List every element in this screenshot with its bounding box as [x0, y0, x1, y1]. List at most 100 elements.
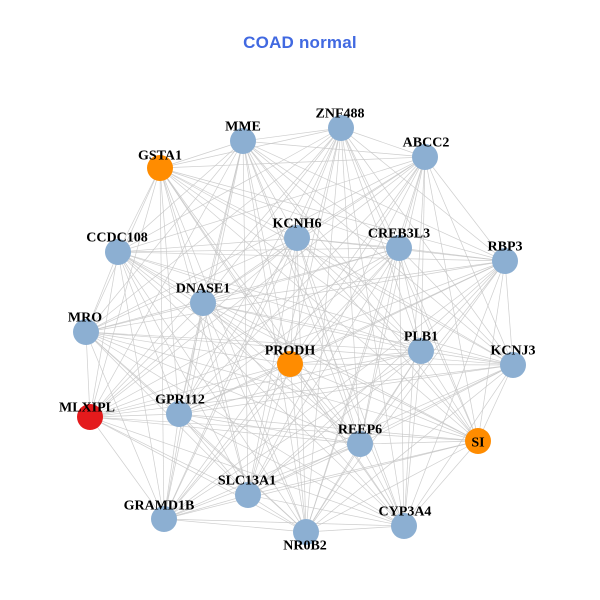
- edge: [159, 167, 479, 442]
- edge: [117, 156, 426, 253]
- edge: [247, 364, 514, 496]
- node-label-prodh: PRODH: [265, 344, 316, 359]
- node-label-si: SI: [471, 436, 484, 451]
- edge: [159, 167, 291, 365]
- node-gpr112: [166, 401, 192, 427]
- edge: [163, 363, 291, 520]
- edge: [117, 251, 249, 496]
- node-label-abcc2: ABCC2: [403, 136, 450, 151]
- edge: [159, 167, 298, 239]
- node-abcc2: [412, 144, 438, 170]
- edge: [202, 302, 307, 533]
- edge: [289, 350, 422, 365]
- edge: [424, 156, 479, 442]
- edge: [359, 440, 479, 445]
- edge: [178, 413, 249, 496]
- edge: [247, 443, 361, 496]
- edge: [117, 247, 400, 253]
- edge: [163, 260, 506, 520]
- edge: [242, 140, 298, 239]
- edge: [89, 416, 249, 496]
- edge: [305, 127, 342, 533]
- edge: [340, 127, 426, 158]
- edge: [89, 260, 506, 418]
- edge: [89, 416, 307, 533]
- edge: [89, 413, 180, 418]
- edge: [305, 247, 400, 533]
- edge: [163, 127, 342, 520]
- edge: [85, 251, 119, 333]
- edge: [178, 237, 298, 415]
- edge: [117, 251, 180, 415]
- edge: [117, 251, 506, 262]
- node-kcnh6: [284, 225, 310, 251]
- edge: [242, 140, 249, 496]
- edge: [420, 156, 426, 352]
- node-label-gramd1b: GRAMD1B: [124, 499, 195, 514]
- edge: [242, 140, 405, 527]
- edge: [247, 494, 405, 527]
- node-label-mro: MRO: [68, 311, 102, 326]
- edge: [85, 331, 422, 352]
- edge: [89, 302, 204, 418]
- edge: [247, 247, 400, 496]
- edge: [85, 140, 244, 333]
- edge: [289, 127, 342, 365]
- edge: [159, 167, 307, 533]
- edge: [398, 156, 426, 249]
- node-label-kcnh6: KCNH6: [273, 217, 322, 232]
- edge: [178, 413, 479, 442]
- edge: [89, 156, 426, 418]
- edge: [242, 127, 342, 142]
- edge: [163, 443, 361, 520]
- edge: [89, 364, 514, 418]
- edge: [305, 440, 479, 533]
- edge: [242, 140, 506, 262]
- edge: [117, 237, 298, 253]
- edge: [178, 140, 244, 415]
- edge: [296, 237, 514, 366]
- edge: [85, 331, 307, 533]
- edge: [163, 518, 307, 533]
- edge: [242, 140, 361, 445]
- node-label-plb1: PLB1: [404, 330, 438, 345]
- edge: [477, 260, 506, 442]
- edge: [247, 440, 479, 496]
- edge: [117, 251, 165, 520]
- edge: [117, 251, 405, 527]
- node-label-ccdc108: CCDC108: [86, 231, 147, 246]
- edge: [117, 167, 161, 253]
- node-si: [465, 428, 491, 454]
- node-label-gpr112: GPR112: [155, 393, 205, 408]
- edge: [359, 364, 514, 445]
- edge: [242, 140, 514, 366]
- edge: [163, 247, 400, 520]
- node-slc13a1: [235, 482, 261, 508]
- edge: [420, 260, 506, 352]
- edge: [89, 350, 422, 418]
- edge: [247, 350, 422, 496]
- node-label-nr0b2: NR0B2: [283, 539, 327, 554]
- edge: [85, 331, 291, 365]
- node-label-dnase1: DNASE1: [176, 282, 230, 297]
- node-ccdc108: [105, 239, 131, 265]
- edge: [305, 525, 405, 533]
- edge: [398, 247, 405, 527]
- edge: [420, 350, 514, 366]
- edge: [117, 251, 361, 445]
- edge: [398, 247, 514, 366]
- edge: [85, 331, 361, 445]
- node-label-creb3l3: CREB3L3: [368, 227, 430, 242]
- edge: [242, 140, 422, 352]
- edge: [178, 363, 291, 415]
- edge: [159, 167, 180, 415]
- edge: [163, 494, 249, 520]
- edge: [178, 413, 307, 533]
- edge: [296, 237, 479, 442]
- node-cyp3a4: [391, 513, 417, 539]
- node-mro: [73, 319, 99, 345]
- edge: [159, 167, 514, 366]
- edge: [178, 413, 361, 445]
- edge: [159, 167, 165, 520]
